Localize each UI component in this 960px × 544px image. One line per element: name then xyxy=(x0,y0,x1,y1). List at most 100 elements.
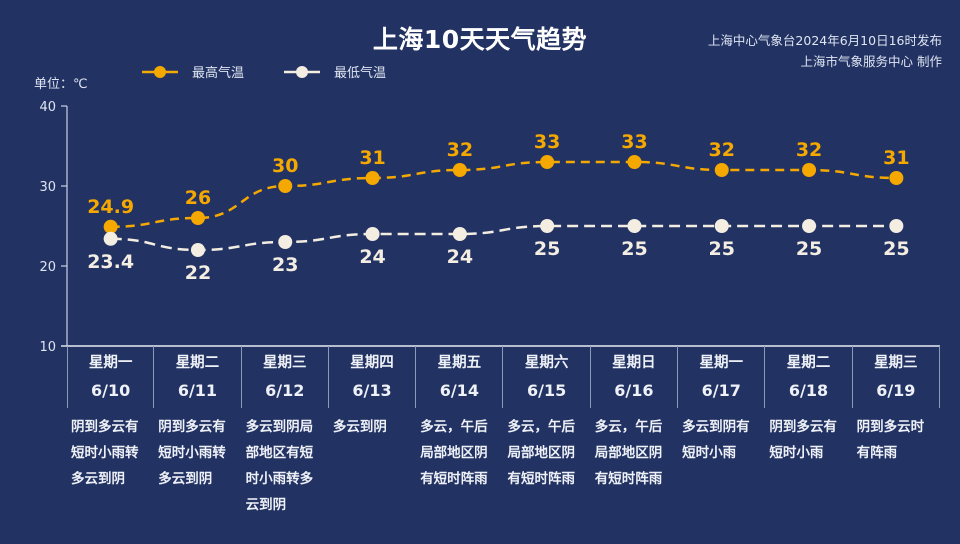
day-column: 星期一 6/17 多云到阴有短时小雨 xyxy=(678,346,766,518)
weekday-label: 星期二 xyxy=(786,355,831,371)
day-header: 星期三 6/12 xyxy=(242,346,329,408)
low-temp-point[interactable] xyxy=(627,219,642,233)
date-label: 6/16 xyxy=(614,381,654,400)
source-line-publish: 上海中心气象台2024年6月10日16时发布 xyxy=(707,33,942,48)
legend-high-label: 最高气温 xyxy=(192,66,245,81)
low-temp-line xyxy=(110,224,897,252)
high-temp-point[interactable] xyxy=(889,171,904,185)
low-temp-point[interactable] xyxy=(278,235,293,249)
high-temp-label: 33 xyxy=(534,131,560,153)
day-columns: 星期一 6/10 阴到多云有短时小雨转多云到阴 星期二 6/11 阴到多云有短时… xyxy=(67,346,940,518)
high-temp-point[interactable] xyxy=(365,171,380,185)
low-temp-label: 24 xyxy=(359,246,385,268)
high-line-marker-icon xyxy=(142,65,178,78)
weekday-label: 星期一 xyxy=(699,355,743,371)
legend-high[interactable]: 最高气温 xyxy=(142,62,244,81)
low-temp-point[interactable] xyxy=(714,219,729,233)
low-temp-point[interactable] xyxy=(889,219,904,233)
y-tick-label: 40 xyxy=(39,100,56,115)
date-label: 6/15 xyxy=(527,381,567,400)
y-tick-label: 10 xyxy=(39,340,56,355)
day-column: 星期六 6/15 多云，午后局部地区阴有短时阵雨 xyxy=(503,346,591,518)
high-temp-label: 32 xyxy=(709,139,735,161)
date-label: 6/17 xyxy=(701,381,741,400)
legend: 最高气温 最低气温 xyxy=(142,62,386,81)
weekday-label: 星期二 xyxy=(175,355,220,371)
y-tick-label: 20 xyxy=(39,260,56,275)
day-header: 星期二 6/11 xyxy=(154,346,242,408)
high-temp-label: 31 xyxy=(359,147,385,169)
low-temp-label: 25 xyxy=(621,238,647,260)
weekday-label: 星期日 xyxy=(612,355,656,371)
low-temp-point[interactable] xyxy=(365,227,380,241)
date-label: 6/14 xyxy=(439,381,479,400)
high-temp-label: 32 xyxy=(796,139,822,161)
weather-description: 多云，午后局部地区阴有短时阵雨 xyxy=(507,419,575,487)
high-temp-point[interactable] xyxy=(452,163,467,177)
low-temp-point[interactable] xyxy=(540,219,555,233)
low-temp-label: 25 xyxy=(534,238,560,260)
day-column: 星期五 6/14 多云，午后局部地区阴有短时阵雨 xyxy=(416,346,504,518)
date-label: 6/18 xyxy=(788,381,829,400)
weather-description: 多云到阴 xyxy=(332,419,387,435)
high-temp-point[interactable] xyxy=(627,155,642,169)
high-temp-point[interactable] xyxy=(103,219,118,234)
high-temp-point[interactable] xyxy=(190,211,205,225)
source-info: 上海中心气象台2024年6月10日16时发布 上海市气象服务中心 制作 xyxy=(708,30,942,72)
weekday-label: 星期一 xyxy=(88,355,133,371)
day-header: 星期六 6/15 xyxy=(503,346,591,408)
date-label: 6/13 xyxy=(352,381,392,400)
date-label: 6/19 xyxy=(876,381,916,400)
weekday-label: 星期四 xyxy=(350,355,394,371)
date-label: 6/11 xyxy=(177,381,218,400)
day-column: 星期日 6/16 多云，午后局部地区阴有短时阵雨 xyxy=(591,346,679,518)
weekday-label: 星期三 xyxy=(874,355,918,371)
low-temp-point[interactable] xyxy=(190,243,205,257)
weekday-label: 星期六 xyxy=(524,355,569,371)
date-label: 6/12 xyxy=(265,381,305,400)
high-temp-point[interactable] xyxy=(802,163,817,177)
low-temp-label: 24 xyxy=(447,246,473,268)
legend-low-label: 最低气温 xyxy=(334,66,387,81)
low-temp-label: 25 xyxy=(883,238,909,260)
day-column: 星期二 6/11 阴到多云有短时小雨转多云到阴 xyxy=(154,346,242,518)
high-temp-label: 30 xyxy=(272,155,298,177)
weather-description: 多云到阴有短时小雨 xyxy=(682,419,750,461)
weather-description: 多云到阴局部地区有短时小雨转多云到阴 xyxy=(245,419,314,513)
high-temp-label: 24.9 xyxy=(87,196,134,218)
weather-description: 阴到多云有短时小雨转多云到阴 xyxy=(71,419,139,487)
day-column: 星期一 6/10 阴到多云有短时小雨转多云到阴 xyxy=(67,346,155,518)
weather-description: 多云，午后局部地区阴有短时阵雨 xyxy=(420,419,488,487)
low-temp-label: 23 xyxy=(272,254,298,276)
high-temp-label: 26 xyxy=(185,187,211,209)
low-temp-label: 25 xyxy=(796,238,822,260)
low-temp-point[interactable] xyxy=(452,227,467,241)
high-temp-point[interactable] xyxy=(278,179,293,193)
low-temp-point[interactable] xyxy=(802,219,817,233)
day-column: 星期四 6/13 多云到阴 xyxy=(329,346,417,518)
day-column: 星期三 6/12 多云到阴局部地区有短时小雨转多云到阴 xyxy=(242,346,329,518)
legend-low[interactable]: 最低气温 xyxy=(284,62,386,81)
low-temp-label: 25 xyxy=(709,238,735,260)
day-header: 星期三 6/19 xyxy=(853,346,940,408)
high-temp-point[interactable] xyxy=(714,163,729,177)
high-temp-label: 32 xyxy=(447,139,473,161)
weather-description: 阴到多云有短时小雨 xyxy=(769,419,837,461)
day-column: 星期二 6/18 阴到多云有短时小雨 xyxy=(765,346,853,518)
day-header: 星期二 6/18 xyxy=(765,346,853,408)
high-temp-point[interactable] xyxy=(540,155,555,169)
low-temp-label: 22 xyxy=(185,262,211,284)
date-label: 6/10 xyxy=(91,381,131,400)
weather-description: 阴到多云有短时小雨转多云到阴 xyxy=(158,419,226,487)
high-temp-line xyxy=(110,160,897,229)
low-temp-point[interactable] xyxy=(103,231,118,246)
y-tick-label: 30 xyxy=(39,180,56,195)
weather-description: 多云，午后局部地区阴有短时阵雨 xyxy=(594,419,663,487)
day-header: 星期一 6/17 xyxy=(678,346,766,408)
day-header: 星期五 6/14 xyxy=(416,346,504,408)
unit-label: 单位：℃ xyxy=(34,77,88,92)
day-header: 星期四 6/13 xyxy=(329,346,417,408)
chart-title: 上海10天天气趋势 xyxy=(372,25,588,54)
day-header: 星期日 6/16 xyxy=(591,346,679,408)
